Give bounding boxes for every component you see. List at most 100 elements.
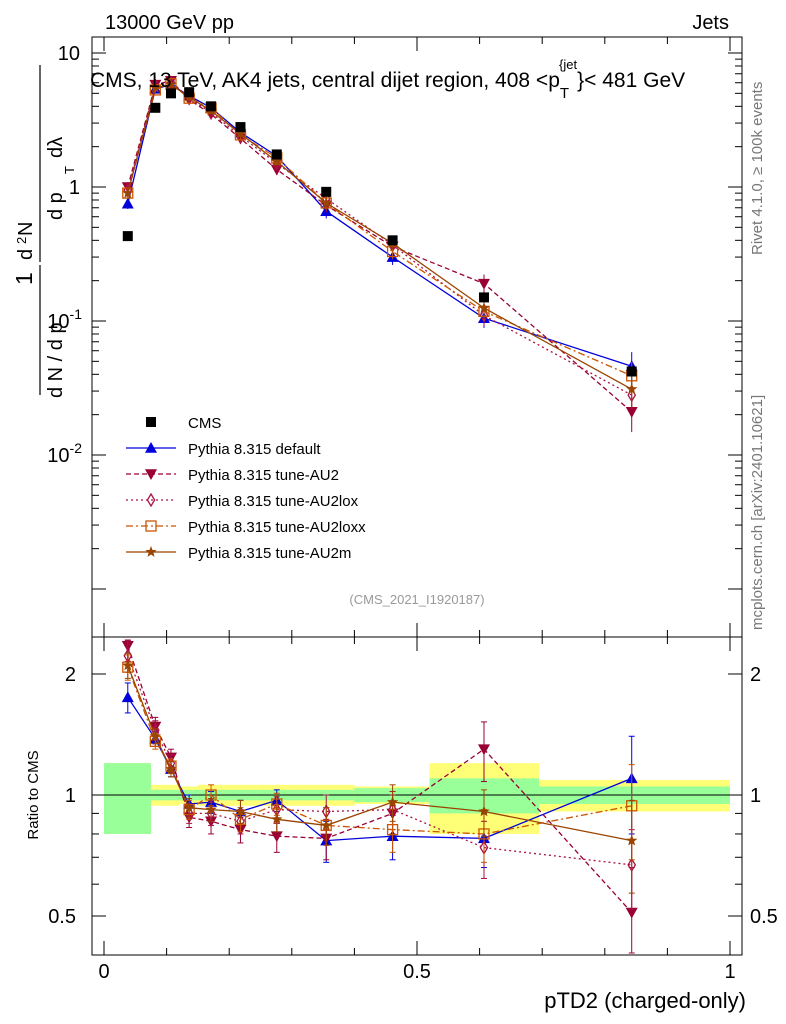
legend-entry-cms: CMS [146,415,221,432]
y-label-den2-tail: dλ [45,137,67,158]
series-default [121,78,638,385]
side-label-mcplots: mcplots.cern.ch [arXiv:2401.10621] [749,395,766,630]
header-right: Jets [692,12,729,34]
y-tick-label-bottom: 2 [65,664,76,686]
y-label-num1: d [15,249,37,260]
point-cms [387,235,398,246]
legend-label: Pythia 8.315 default [188,441,321,458]
legend-marker [145,546,157,557]
series-au2m [122,78,638,407]
main-plot-ticks: 10-210-1110102 [47,37,742,637]
ratio-line-au2lox [127,655,632,866]
ratio-plot-panel: 0.5 0.5 1 1 2 2 [48,636,778,956]
point-au2 [625,407,638,418]
y-label-num2: N [15,222,37,236]
y-label-den: d N / d p [45,322,67,398]
ratio-point-default [121,691,134,703]
y-label-den2: d p [45,192,67,220]
point-au2m [149,81,161,93]
point-cms [184,87,195,98]
ratio-point-au2 [625,907,638,919]
ratio-series-au2m [122,652,638,894]
ratio-point-au2m [320,819,332,831]
point-cms [626,366,637,377]
point-cms [206,101,217,112]
point-cms [321,186,332,197]
ratio-plot-series [121,639,638,954]
y-tick-label-bottom-right: 0.5 [750,906,778,928]
point-cms [478,292,489,303]
point-au2m [626,383,638,394]
ratio-point-au2m [122,659,134,671]
legend-entry-default: Pythia 8.315 default [126,441,321,458]
y-label-one: 1 [11,272,37,285]
series-au2lox [123,75,637,410]
legend-marker [146,492,156,508]
ratio-point-au2m [183,801,195,813]
y-axis-label-top: 1 d N / d p d 2 N d p T dλ [11,65,77,398]
point-cms [165,88,176,99]
ratio-point-au2m [234,805,247,817]
legend-label: Pythia 8.315 tune-AU2 [188,467,339,484]
y-tick-label-top: 10-2 [47,440,82,467]
svg-text:CMS, 13 TeV, AK4 jets, central: CMS, 13 TeV, AK4 jets, central dijet reg… [90,57,685,102]
ratio-point-au2m [149,730,161,742]
y-tick-label-bottom-right: 2 [750,664,761,686]
plot-title-main: CMS, 13 TeV, AK4 jets, central dijet reg… [90,69,560,92]
y-axis-label-bottom: Ratio to CMS [25,750,42,839]
legend-label: Pythia 8.315 tune-AU2m [188,545,351,562]
ratio-series-au2loxx [122,654,638,863]
y-tick-label-top: 1 [69,177,80,199]
ratio-line-au2 [127,645,633,914]
ratio-point-au2m [271,813,283,825]
band-inner [104,763,151,834]
y-tick-label-bottom: 1 [65,785,76,807]
main-plot-series [121,75,638,433]
ratio-point-au2loxx [386,823,399,836]
ratio-point-au2m [165,763,177,774]
point-au2lox [479,308,489,323]
legend-entry-au2lox: Pythia 8.315 tune-AU2lox [126,492,359,510]
legend-marker [145,469,157,480]
legend-entry-au2m: Pythia 8.315 tune-AU2m [126,545,351,562]
point-au2m [271,155,283,167]
y-label-sub: T [62,166,77,174]
ratio-point-au2m [478,805,490,817]
ratio-point-au2m [386,796,399,807]
series-au2 [121,76,638,433]
series-line-au2loxx [127,82,632,377]
point-cms [150,102,161,113]
legend-label: CMS [188,415,221,432]
y-tick-label-top: 10 [58,43,80,65]
analysis-id: (CMS_2021_I1920187) [349,592,484,607]
ratio-series-au2lox [123,640,637,910]
legend-entry-au2: Pythia 8.315 tune-AU2 [126,467,339,484]
legend: CMS Pythia 8.315 default Pythia 8.315 tune… [126,415,366,562]
plot-title-sup: {jet [559,57,577,72]
point-au2m [234,127,247,139]
y-label-num-sup: 2 [14,237,29,244]
side-label-rivet: Rivet 4.1.0, ≥ 100k events [749,82,766,255]
ratio-point-au2m [205,803,217,815]
legend-marker [146,417,156,427]
ratio-point-au2 [270,831,283,843]
point-cms [235,122,246,133]
point-au2 [477,278,490,290]
uncertainty-bands [104,763,730,834]
y-tick-label-bottom: 0.5 [48,906,76,928]
legend-label: Pythia 8.315 tune-AU2loxx [188,519,366,536]
point-cms [271,149,282,160]
x-tick-label: 0 [98,961,109,983]
plot-title: CMS, 13 TeV, AK4 jets, central dijet reg… [90,57,685,102]
ratio-plot-ticks: 0.5 0.5 1 1 2 2 [48,637,778,955]
ratio-point-au2m [626,834,638,846]
legend-label: Pythia 8.315 tune-AU2lox [188,493,359,510]
x-axis-label: pTD2 (charged-only) [544,988,746,1013]
plot-title-sub: T [560,85,569,102]
series-line-au2 [127,80,633,413]
x-tick-label: 0.5 [403,961,431,983]
point-au2m [165,78,177,90]
series-line-default [127,84,632,367]
legend-marker [145,442,157,453]
